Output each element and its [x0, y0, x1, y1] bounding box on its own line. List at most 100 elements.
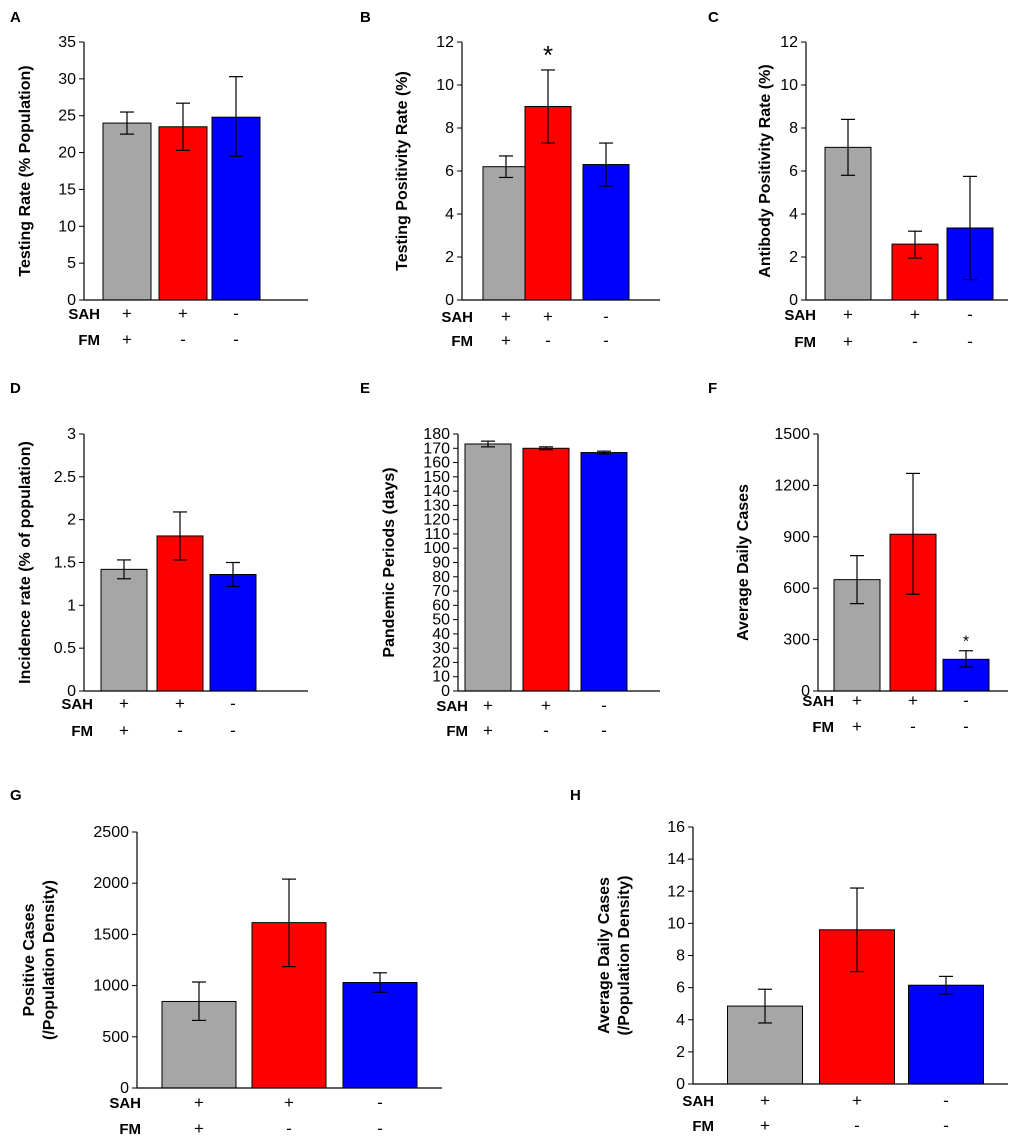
- panel-d-ytick-label: 3: [67, 426, 76, 443]
- panel-a-fm-label: FM: [78, 332, 100, 349]
- panel-e-fm-sign-2: -: [543, 721, 549, 740]
- panel-f-sah-sign-3: -: [963, 691, 969, 710]
- panel-b-errorbar-2: [541, 69, 555, 144]
- panel-c-fm-sign-2: -: [912, 332, 918, 351]
- panel-e-ytick-label: 140: [423, 483, 450, 500]
- panel-d-sah-sign-2: +: [175, 694, 185, 713]
- panel-b-fm-sign-3: -: [603, 331, 609, 350]
- panel-a-sah-label: SAH: [68, 306, 100, 323]
- panel-e-sah-label: SAH: [436, 698, 468, 715]
- panel-d-sah-sign-3: -: [230, 694, 236, 713]
- panel-d-errorbar-1: [117, 559, 131, 580]
- panel-f-letter: F: [708, 380, 717, 397]
- panel-a-ytick-label: 15: [58, 181, 76, 198]
- panel-f-significance-3: *: [963, 634, 969, 651]
- panel-g-errorbar-1: [192, 981, 206, 1022]
- panel-f-ytick-label: 1200: [774, 477, 810, 494]
- panel-e-letter: E: [360, 380, 370, 397]
- panel-h-bar-3: [908, 984, 984, 1085]
- panel-h: H 0 2 4 6 8 10 12 14 16 Average Daily Cases (/Popul…: [570, 787, 1008, 1135]
- panel-h-ytick-label: 2: [676, 1044, 685, 1061]
- panel-b: B * 0 2 4 6 8 10 12 Testing Positivity Rate (%) SA…: [360, 9, 660, 350]
- panel-h-y-axis-label: (/Population Density): [616, 876, 633, 1036]
- panel-d-errorbar-3: [226, 561, 240, 588]
- panel-g-y-axis-label: Positive Cases: [21, 903, 38, 1016]
- panel-a-errorbar-1: [120, 111, 134, 135]
- panel-b-fm-sign-1: +: [501, 331, 511, 350]
- panel-c-y-axis-label: Antibody Positivity Rate (%): [757, 64, 774, 277]
- panel-a-bar-1: [102, 122, 152, 301]
- panel-a-y-axis-label: Testing Rate (% Population): [17, 65, 34, 276]
- panel-h-fm-sign-1: +: [760, 1116, 770, 1135]
- panel-h-y-axis-label: Average Daily Cases: [596, 877, 613, 1034]
- panel-d-bar-2: [156, 535, 204, 692]
- panel-a-sah-sign-3: -: [233, 304, 239, 323]
- panel-b-errorbar-1: [499, 155, 513, 179]
- panel-e-fm-sign-1: +: [483, 721, 493, 740]
- panel-f-errorbar-1: [850, 555, 864, 605]
- panel-e-ytick-label: 130: [423, 497, 450, 514]
- panel-f-errorbar-2: [906, 472, 920, 595]
- panel-e-ytick-label: 0: [441, 683, 450, 700]
- panel-d-ytick-label: 2: [67, 512, 76, 529]
- panel-e-ytick-label: 50: [432, 612, 450, 629]
- panel-b-fm-label: FM: [451, 333, 473, 350]
- panel-h-sah-sign-3: -: [943, 1091, 949, 1110]
- panel-f-ytick-label: 300: [783, 632, 810, 649]
- panel-h-sah-sign-1: +: [760, 1091, 770, 1110]
- panel-h-errorbar-1: [758, 988, 772, 1024]
- panel-h-ytick-label: 8: [676, 948, 685, 965]
- panel-d-ytick-label: 1: [67, 597, 76, 614]
- panel-b-ytick-label: 0: [445, 292, 454, 309]
- panel-h-sah-label: SAH: [682, 1093, 714, 1110]
- panel-a-fm-sign-3: -: [233, 330, 239, 349]
- panel-g-ytick-label: 0: [120, 1080, 129, 1097]
- panel-c: C 0 2 4 6 8 10 12 Antibody Positivity Rate (%) SA…: [708, 9, 1008, 351]
- panel-a-ytick-label: 35: [58, 34, 76, 51]
- panel-b-letter: B: [360, 9, 371, 26]
- panel-d-ytick-label: 1.5: [54, 555, 76, 572]
- panel-g-errorbar-3: [373, 972, 387, 993]
- panel-g-fm-sign-1: +: [194, 1119, 204, 1138]
- panel-h-fm-label: FM: [692, 1118, 714, 1135]
- panel-h-fm-sign-2: -: [854, 1116, 860, 1135]
- panel-f-y-axis-label: Average Daily Cases: [735, 484, 752, 641]
- panel-b-fm-sign-2: -: [545, 331, 551, 350]
- panel-e-ytick-label: 60: [432, 597, 450, 614]
- panel-g-ytick-label: 1500: [93, 926, 129, 943]
- panel-f-fm-label: FM: [812, 719, 834, 736]
- panel-b-sah-sign-3: -: [603, 307, 609, 326]
- panel-h-ytick-label: 6: [676, 980, 685, 997]
- panel-f-sah-sign-1: +: [852, 691, 862, 710]
- panel-e-bar-3: [580, 452, 628, 692]
- panel-h-ytick-label: 4: [676, 1012, 685, 1029]
- panel-b-ytick-label: 6: [445, 163, 454, 180]
- panel-a-sah-sign-1: +: [122, 304, 132, 323]
- panel-e-y-axis-label: Pandemic Periods (days): [381, 467, 398, 657]
- panel-c-fm-label: FM: [794, 334, 816, 351]
- panel-e-ytick-label: 170: [423, 440, 450, 457]
- panel-d-ytick-label: 2.5: [54, 469, 76, 486]
- panel-a-fm-sign-1: +: [122, 330, 132, 349]
- panel-d-ytick-label: 0: [67, 683, 76, 700]
- panel-e-ytick-label: 180: [423, 426, 450, 443]
- panel-f-ytick-label: 900: [783, 529, 810, 546]
- panel-d-bar-1: [100, 568, 148, 692]
- panel-a-ytick-label: 30: [58, 71, 76, 88]
- panel-e-errorbar-3: [597, 450, 611, 455]
- panel-f-fm-sign-3: -: [963, 717, 969, 736]
- panel-e-ytick-label: 30: [432, 640, 450, 657]
- panel-e-ytick-label: 80: [432, 569, 450, 586]
- panel-b-sah-label: SAH: [441, 309, 473, 326]
- panel-g-sah-sign-2: +: [284, 1093, 294, 1112]
- panel-e-ytick-label: 100: [423, 540, 450, 557]
- panel-h-ytick-label: 12: [667, 883, 685, 900]
- panel-c-fm-sign-3: -: [967, 332, 973, 351]
- panel-d-ytick-label: 0.5: [54, 640, 76, 657]
- panel-c-ytick-label: 8: [789, 120, 798, 137]
- panel-d-y-axis-label: Incidence rate (% of population): [17, 441, 34, 684]
- panel-a-letter: A: [10, 9, 21, 26]
- panel-a-sah-sign-2: +: [178, 304, 188, 323]
- panel-b-errorbar-3: [599, 142, 613, 187]
- panel-b-bar-1: [482, 166, 530, 301]
